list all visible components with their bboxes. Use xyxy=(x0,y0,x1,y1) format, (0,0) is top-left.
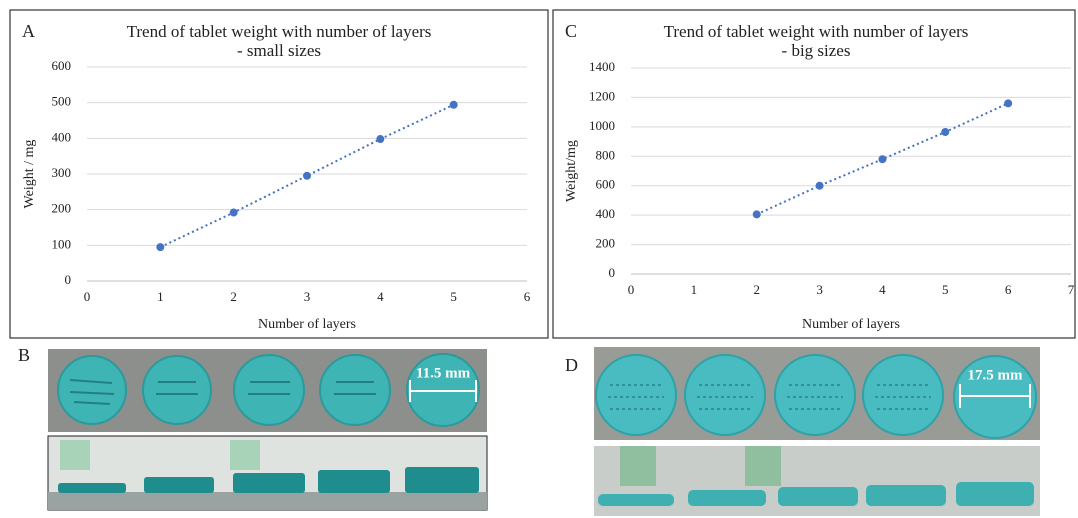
chart-subtitle: - big sizes xyxy=(782,41,851,60)
y-tick-label: 0 xyxy=(65,272,72,287)
point xyxy=(816,182,824,190)
photo-annotation: 17.5 mm xyxy=(968,367,1023,383)
y-tick-label: 200 xyxy=(596,236,616,251)
chart-title: Trend of tablet weight with number of la… xyxy=(127,22,432,41)
point xyxy=(303,172,311,180)
point xyxy=(230,209,238,217)
x-tick-label: 2 xyxy=(230,289,237,304)
x-axis-label: Number of layers xyxy=(258,317,356,332)
y-tick-label: 600 xyxy=(596,177,616,192)
y-tick-label: 300 xyxy=(52,165,72,180)
y-tick-label: 400 xyxy=(52,129,72,144)
panel-label: C xyxy=(565,21,577,41)
figure: A B C D 11.5 mm xyxy=(0,0,1078,518)
y-tick-label: 1400 xyxy=(589,59,615,74)
x-tick-label: 0 xyxy=(84,289,91,304)
y-axis-label: Weight/mg xyxy=(564,140,579,202)
y-tick-label: 500 xyxy=(52,94,72,109)
x-tick-label: 4 xyxy=(377,289,384,304)
x-tick-label: 6 xyxy=(524,289,531,304)
panel-label: B xyxy=(18,345,30,365)
y-tick-label: 0 xyxy=(609,265,616,280)
y-tick-label: 600 xyxy=(52,58,72,73)
y-tick-label: 1000 xyxy=(589,118,615,133)
x-tick-label: 0 xyxy=(628,282,635,297)
x-tick-label: 5 xyxy=(942,282,949,297)
y-tick-label: 800 xyxy=(596,147,616,162)
y-tick-label: 1200 xyxy=(589,88,615,103)
panel-label: A xyxy=(22,21,35,41)
chart-subtitle: - small sizes xyxy=(237,41,321,60)
photo-annotation: 11.5 mm xyxy=(416,365,471,381)
y-tick-label: 200 xyxy=(52,201,72,216)
panel-label: D xyxy=(565,355,578,375)
point xyxy=(450,101,458,109)
x-tick-label: 2 xyxy=(753,282,760,297)
point xyxy=(1004,99,1012,107)
x-tick-label: 6 xyxy=(1005,282,1012,297)
y-tick-label: 400 xyxy=(596,206,616,221)
x-tick-label: 1 xyxy=(157,289,164,304)
y-tick-label: 100 xyxy=(52,236,72,251)
point xyxy=(878,155,886,163)
x-tick-label: 3 xyxy=(304,289,311,304)
point xyxy=(941,128,949,136)
point xyxy=(156,243,164,251)
point xyxy=(376,135,384,143)
x-tick-label: 3 xyxy=(816,282,823,297)
x-tick-label: 7 xyxy=(1068,282,1075,297)
x-tick-label: 4 xyxy=(879,282,886,297)
x-axis-label: Number of layers xyxy=(802,317,900,332)
x-tick-label: 5 xyxy=(450,289,457,304)
chart-title: Trend of tablet weight with number of la… xyxy=(664,22,969,41)
point xyxy=(753,210,761,218)
x-tick-label: 1 xyxy=(691,282,698,297)
y-axis-label: Weight / mg xyxy=(22,140,37,209)
